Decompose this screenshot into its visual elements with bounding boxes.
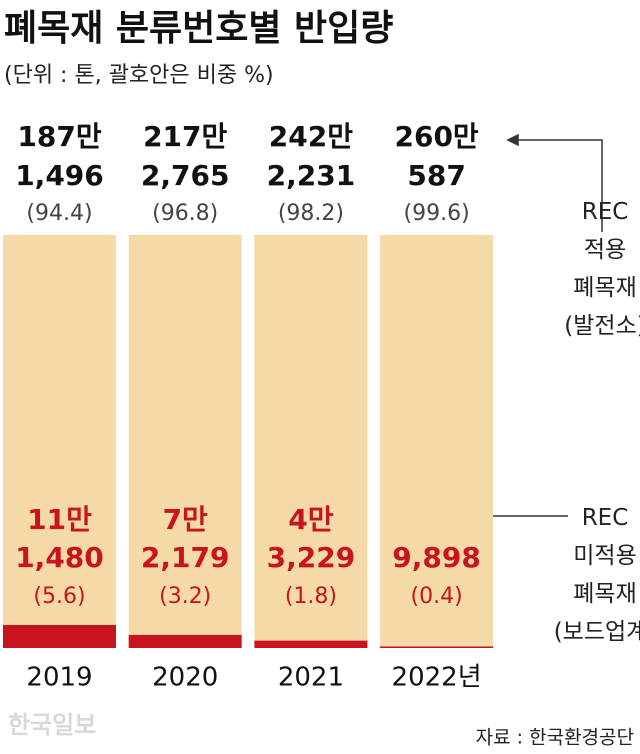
chart-subtitle: (단위 : 톤, 괄호안은 비중 %) <box>4 63 274 88</box>
value-label: 242만 2,231 (98.2) <box>267 120 356 226</box>
bar-segment <box>380 646 494 648</box>
bar-segment <box>128 235 242 635</box>
legend-entry: REC 적용 폐목재 (발전소) <box>564 199 640 339</box>
bar-segment <box>254 640 368 648</box>
share-label: (5.6) <box>33 584 85 609</box>
share-label: (98.2) <box>278 201 344 226</box>
value-label: (3.2) 7만 2,179 <box>141 503 230 609</box>
bar-segment <box>3 235 116 625</box>
bar-segment <box>128 634 242 648</box>
tonnage-label: 4만 <box>288 503 333 536</box>
share-label: (99.6) <box>404 201 470 226</box>
value-label: 260만 587 (99.6) <box>394 120 478 226</box>
tonnage-label: 3,229 <box>267 541 356 574</box>
x-tick-label: 2019 <box>26 663 92 693</box>
value-label: (0.4) 9,898 <box>392 541 481 609</box>
tonnage-label: 11만 <box>27 503 92 536</box>
share-label: (1.8) <box>285 584 337 609</box>
value-label: 187만 1,496 (94.4) <box>15 120 104 226</box>
bar-segment <box>254 235 368 641</box>
tonnage-label: 587 <box>407 159 465 192</box>
chart-title: 폐목재 분류번호별 반입량 <box>4 8 393 49</box>
watermark: 한국일보 <box>8 711 96 739</box>
tonnage-label: 9,898 <box>392 541 481 574</box>
tonnage-label: 187만 <box>17 120 101 153</box>
tonnage-label: 1,480 <box>15 541 104 574</box>
bar-segment <box>3 624 116 648</box>
bar-segment <box>380 235 494 647</box>
value-label: 217만 2,765 (96.8) <box>141 120 230 226</box>
tonnage-label: 7만 <box>163 503 208 536</box>
arrow <box>508 139 603 232</box>
share-label: (0.4) <box>411 584 463 609</box>
x-tick-label: 2020 <box>152 663 218 693</box>
share-label: (94.4) <box>26 201 92 226</box>
legend-entry: REC 미적용 폐목재 (보드업계) <box>553 505 640 645</box>
value-label: (5.6) 11만 1,480 <box>15 503 104 609</box>
tonnage-label: 1,496 <box>15 159 104 192</box>
share-label: (96.8) <box>152 201 218 226</box>
tonnage-label: 2,179 <box>141 541 230 574</box>
source: 자료 : 한국환경공단 <box>476 727 634 749</box>
value-label: (1.8) 4만 3,229 <box>267 503 356 609</box>
tonnage-label: 217만 <box>143 120 227 153</box>
x-tick-label: 2021 <box>278 663 344 693</box>
tonnage-label: 2,765 <box>141 159 230 192</box>
tonnage-label: 242만 <box>269 120 353 153</box>
tonnage-label: 2,231 <box>267 159 356 192</box>
tonnage-label: 260만 <box>394 120 478 153</box>
arrowhead <box>506 133 519 147</box>
x-tick-label: 2022년 <box>392 663 482 693</box>
share-label: (3.2) <box>159 584 211 609</box>
